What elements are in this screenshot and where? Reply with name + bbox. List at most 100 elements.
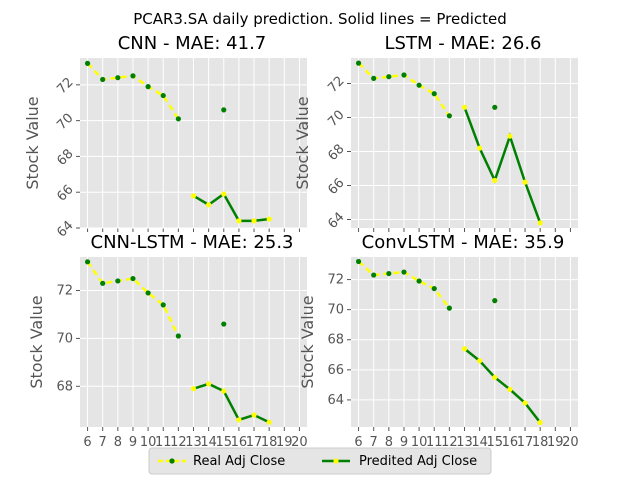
real-data-point xyxy=(386,270,392,277)
subplot-lstm: 64 66 68 70 72 LSTM - MAE: 26.6 Stock Value xyxy=(293,33,578,232)
predicted-data-point xyxy=(251,218,257,224)
real-data-point xyxy=(401,72,407,78)
subplot-cnn: 64 66 68 70 72 CNN - MAE: 41.7 Stock Value xyxy=(23,33,307,240)
y-tick-label: 70 xyxy=(325,108,347,130)
y-tick-label: 72 xyxy=(327,273,344,288)
real-data-point xyxy=(371,75,377,81)
y-axis-label: Stock Value xyxy=(298,295,317,388)
x-tick-label: 20 xyxy=(291,435,308,450)
y-tick-label: 70 xyxy=(327,303,344,318)
real-data-point xyxy=(84,60,91,66)
real-data-point xyxy=(175,116,181,122)
legend-pred-marker xyxy=(333,458,339,464)
y-tick-label: 68 xyxy=(56,379,73,394)
predicted-series-line xyxy=(463,106,542,224)
x-tick-label: 15 xyxy=(486,435,503,450)
x-tick-label: 7 xyxy=(370,435,378,450)
real-data-point xyxy=(355,60,362,66)
real-data-point xyxy=(401,269,407,275)
predicted-series-line xyxy=(193,382,270,424)
real-data-point xyxy=(115,75,121,81)
real-data-point xyxy=(130,275,136,282)
x-tick-label: 14 xyxy=(471,435,488,450)
real-data-point xyxy=(100,76,106,83)
subplot-title: CNN-LSTM - MAE: 25.3 xyxy=(91,232,294,253)
predicted-series-line xyxy=(463,347,542,424)
predicted-data-point xyxy=(492,177,498,183)
predicted-data-point xyxy=(461,104,468,110)
legend: Real Adj Close Predited Adj Close xyxy=(148,447,492,475)
y-tick-label: 64 xyxy=(325,210,347,232)
y-axis-label: Stock Value xyxy=(27,295,46,388)
predicted-data-point xyxy=(522,400,528,406)
y-tick-label: 68 xyxy=(54,147,76,169)
real-data-point xyxy=(371,272,377,278)
y-axis-label: Stock Value xyxy=(23,96,42,189)
real-data-point xyxy=(446,113,452,119)
real-data-point xyxy=(416,82,422,88)
predicted-data-point xyxy=(236,417,242,423)
legend-real-label: Real Adj Close xyxy=(193,454,285,469)
predicted-data-point xyxy=(492,374,498,380)
real-data-point xyxy=(492,104,498,110)
real-data-point xyxy=(145,84,151,90)
x-tick-label: 9 xyxy=(400,435,408,450)
x-tick-label: 10 xyxy=(411,435,428,450)
predicted-data-point xyxy=(266,216,272,222)
y-tick-label: 64 xyxy=(54,218,76,240)
predicted-data-point xyxy=(236,218,242,224)
x-tick-label: 11 xyxy=(155,435,172,450)
x-tick-label: 10 xyxy=(140,435,157,450)
y-tick-label: 72 xyxy=(325,74,347,96)
x-tick-label: 18 xyxy=(532,435,549,450)
x-tick-label: 8 xyxy=(114,435,122,450)
y-tick-label: 70 xyxy=(56,331,73,346)
real-data-point xyxy=(145,290,151,296)
predicted-data-point xyxy=(206,381,212,387)
figure-suptitle: PCAR3.SA daily prediction. Solid lines =… xyxy=(133,10,507,28)
predicted-data-point xyxy=(477,358,483,364)
real-data-point xyxy=(386,74,392,80)
real-data-point xyxy=(160,92,166,99)
x-tick-label: 12 xyxy=(170,435,187,450)
y-axis-label: Stock Value xyxy=(293,96,312,189)
x-tick-label: 17 xyxy=(246,435,263,450)
subplot-title: ConvLSTM - MAE: 35.9 xyxy=(362,232,565,253)
x-tick-label: 19 xyxy=(547,435,564,450)
legend-pred-label: Predited Adj Close xyxy=(359,454,477,469)
real-data-point xyxy=(416,278,422,284)
x-tick-label: 20 xyxy=(562,435,579,450)
x-tick-label: 16 xyxy=(231,435,248,450)
subplot-title: CNN - MAE: 41.7 xyxy=(118,33,267,54)
predicted-data-point xyxy=(522,179,528,185)
predicted-data-point xyxy=(266,419,272,425)
real-data-point xyxy=(100,280,106,286)
subplot-title: LSTM - MAE: 26.6 xyxy=(385,33,542,54)
y-tick-label: 72 xyxy=(54,75,76,97)
real-data-point xyxy=(221,321,227,327)
y-tick-label: 64 xyxy=(327,393,344,408)
predicted-data-point xyxy=(190,193,197,199)
real-data-point xyxy=(130,73,136,79)
predicted-data-point xyxy=(537,220,543,226)
predicted-data-point xyxy=(221,191,227,197)
predicted-data-point xyxy=(206,202,212,208)
y-tick-label: 66 xyxy=(325,176,347,198)
legend-real-marker xyxy=(169,458,175,464)
predicted-data-point xyxy=(507,133,513,139)
x-tick-label: 8 xyxy=(385,435,393,450)
y-tick-label: 72 xyxy=(56,284,73,299)
x-tick-label: 18 xyxy=(261,435,278,450)
y-tick-label: 66 xyxy=(54,182,76,204)
predicted-data-point xyxy=(251,412,257,418)
real-data-point xyxy=(492,298,498,304)
x-tick-label: 13 xyxy=(185,435,202,450)
real-data-point xyxy=(221,107,227,113)
real-data-point xyxy=(431,285,437,292)
real-data-point xyxy=(160,302,166,308)
x-tick-label: 13 xyxy=(456,435,473,450)
real-data-point xyxy=(431,91,437,97)
y-tick-label: 68 xyxy=(327,333,344,348)
